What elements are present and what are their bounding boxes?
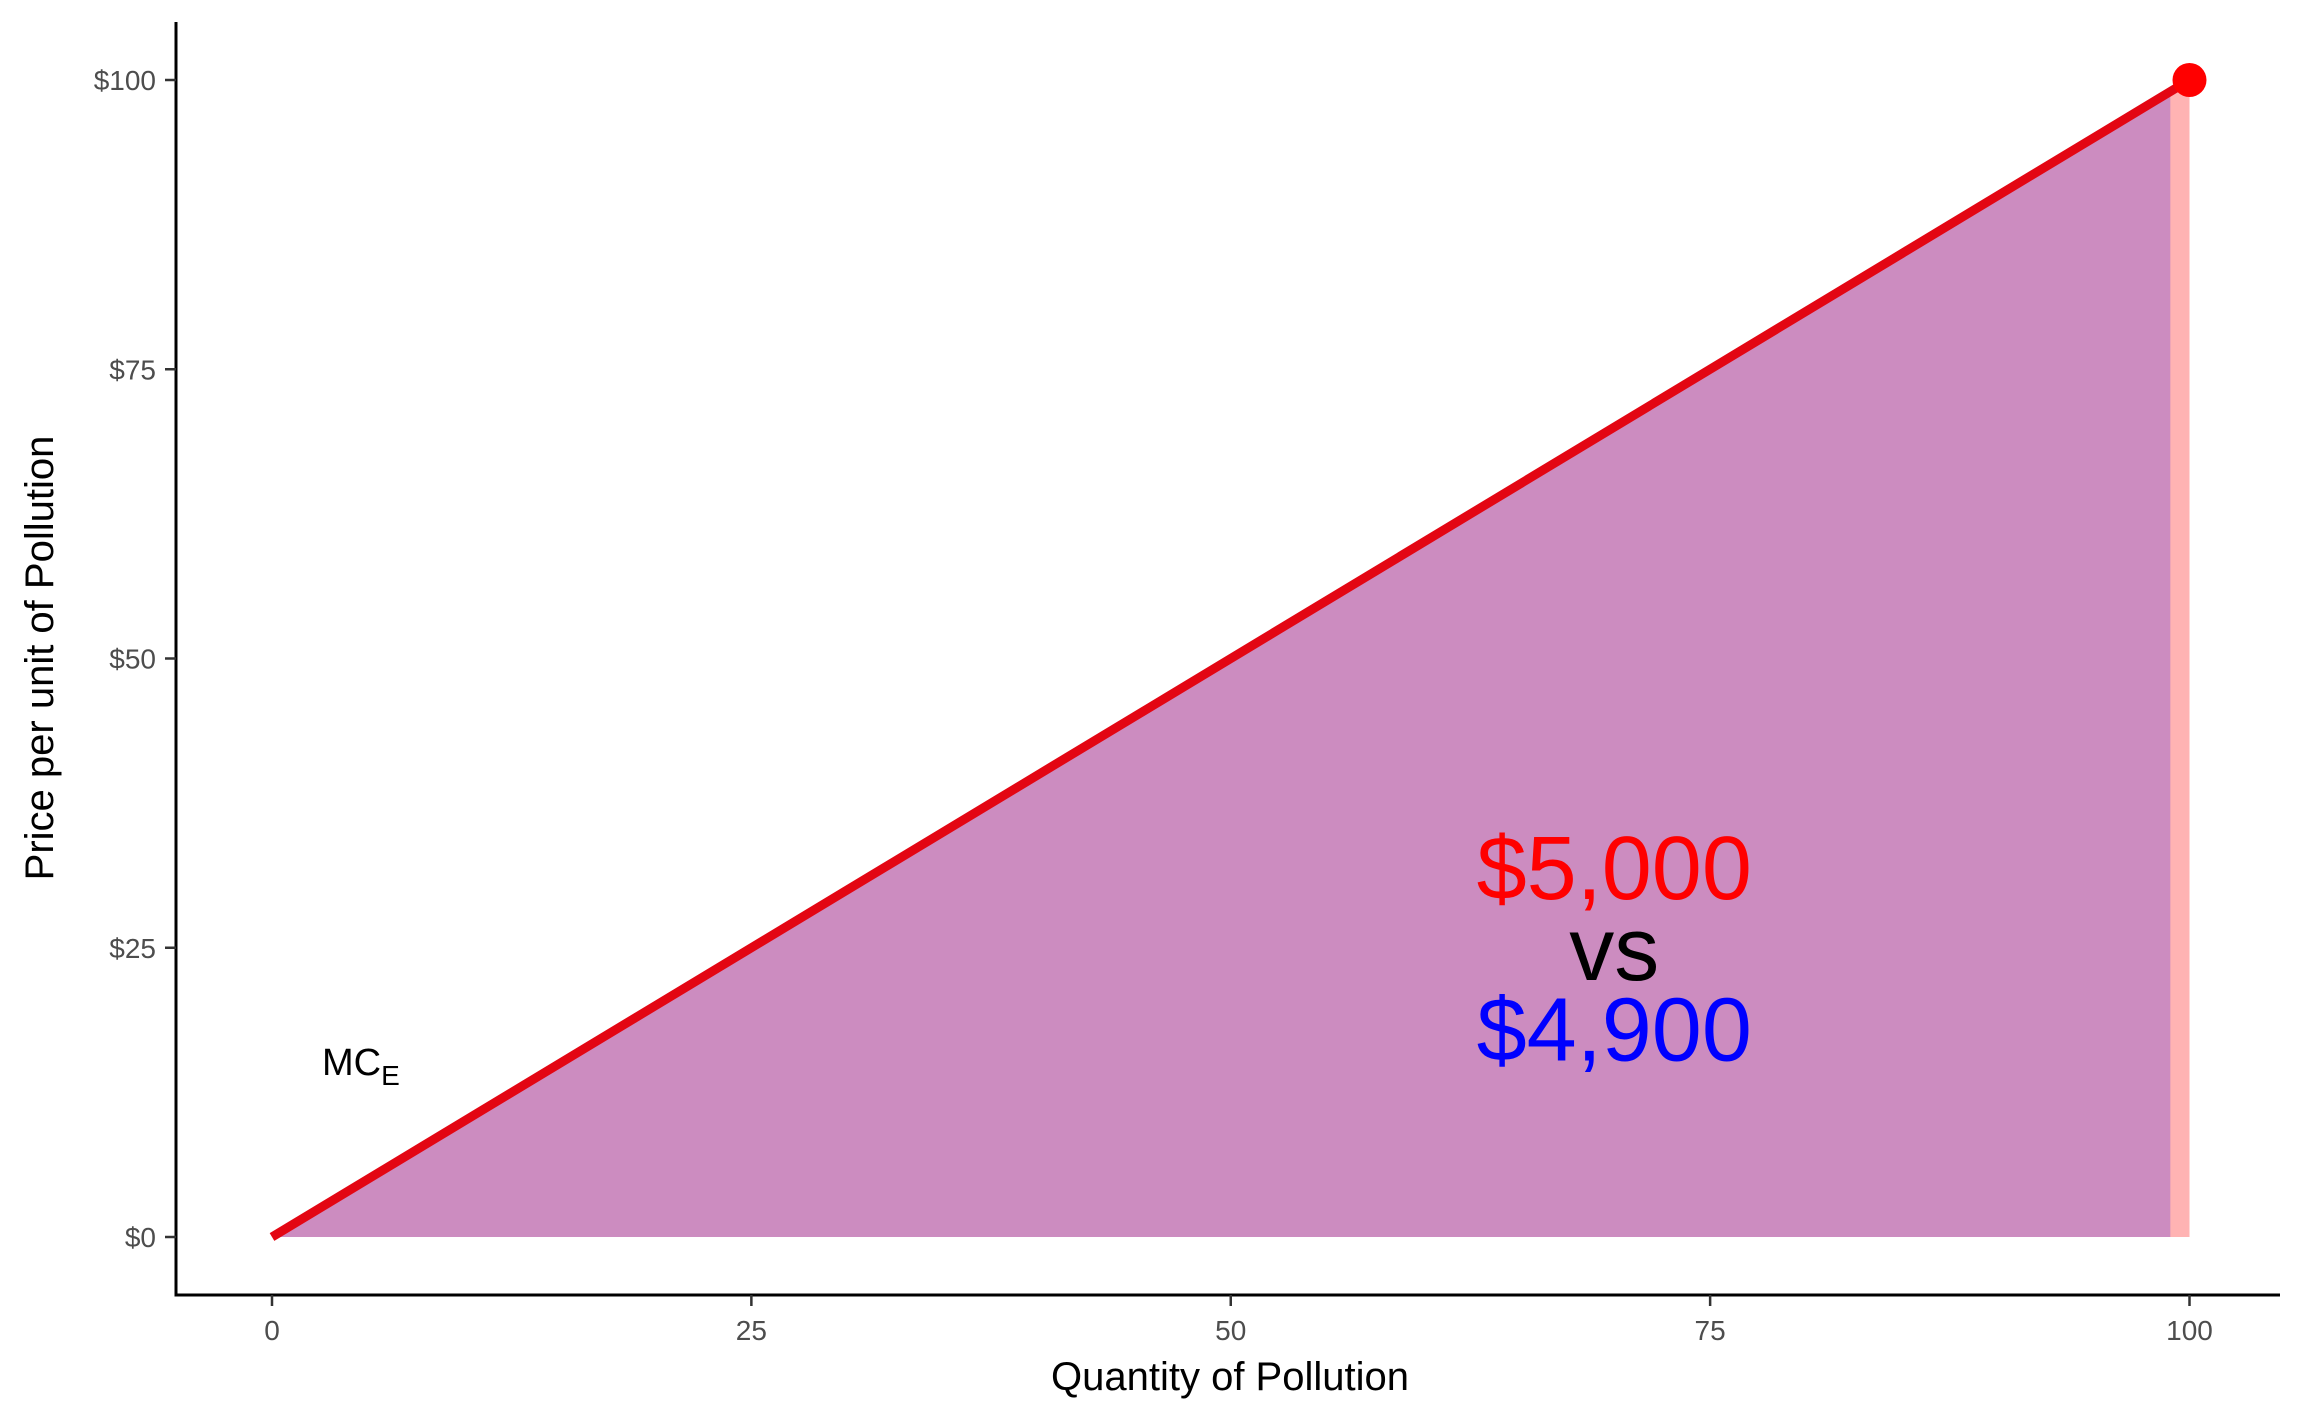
y-tick-label-4: $100 xyxy=(94,65,156,96)
x-tick-label-2: 50 xyxy=(1215,1315,1246,1346)
series-lines xyxy=(269,76,2192,1241)
y-tick-label-1: $25 xyxy=(109,933,156,964)
data-point-0 xyxy=(2172,63,2207,97)
x-tick-label-4: 100 xyxy=(2166,1315,2213,1346)
y-tick-label-3: $75 xyxy=(109,354,156,385)
x-tick-label-0: 0 xyxy=(264,1315,280,1346)
y-tick-label-0: $0 xyxy=(125,1222,156,1253)
annotation-2: $4,900 xyxy=(1477,981,1752,1081)
y-ticks: $0 $25 $50 $75 $100 xyxy=(94,65,176,1253)
series-label-mc: MCE xyxy=(322,1042,400,1091)
x-tick-label-3: 75 xyxy=(1695,1315,1726,1346)
annotation-1: vs xyxy=(1569,900,1659,1000)
annotation-0: $5,000 xyxy=(1477,819,1752,919)
x-tick-label-1: 25 xyxy=(736,1315,767,1346)
y-axis-title: Price per unit of Pollution xyxy=(18,436,62,881)
x-ticks: 0 25 50 75 100 xyxy=(264,1295,2213,1346)
x-axis-title: Quantity of Pollution xyxy=(1051,1355,1409,1399)
series-line-0 xyxy=(269,76,2192,1241)
y-tick-label-2: $50 xyxy=(109,644,156,675)
points xyxy=(2172,63,2207,97)
series-label-subscript: E xyxy=(381,1060,400,1091)
series-label-main: MC xyxy=(322,1042,381,1084)
